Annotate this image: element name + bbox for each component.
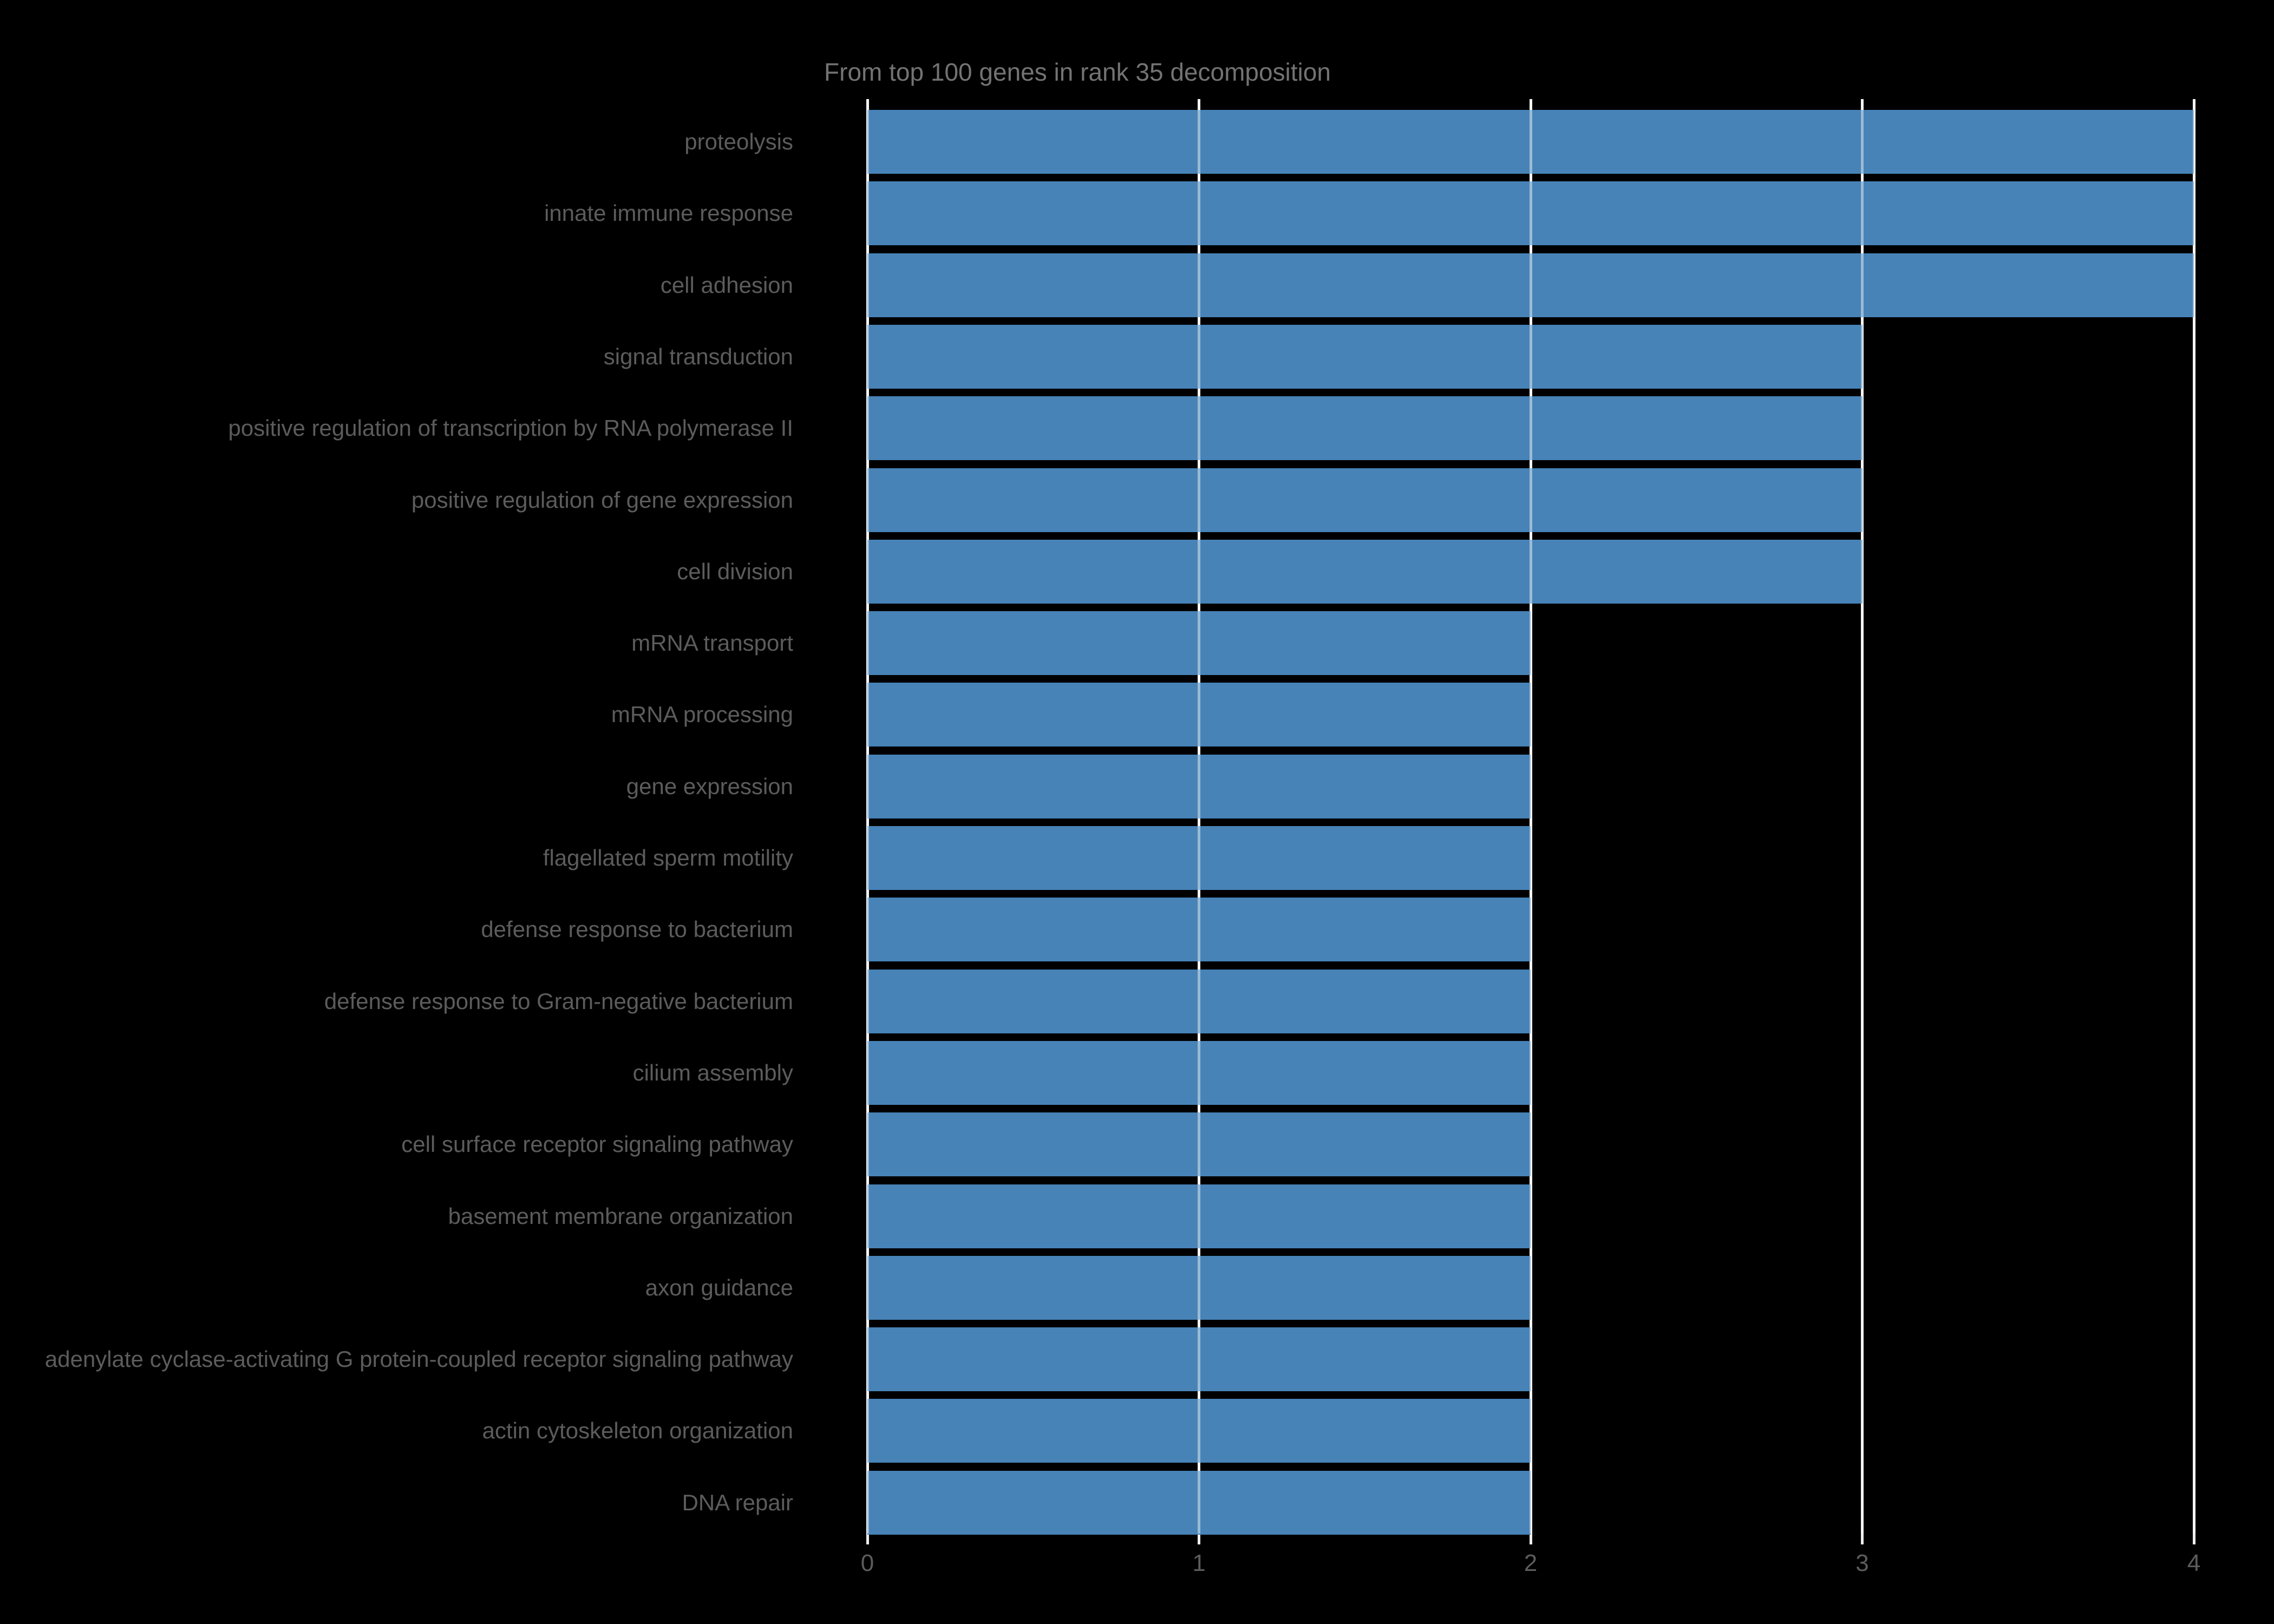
bar (867, 324, 1863, 389)
x-gridline-overlay (866, 99, 869, 1534)
x-gridline-overlay (2192, 99, 2195, 1534)
x-gridline-overlay (1198, 99, 1200, 1534)
category-label: cilium assembly (632, 1059, 793, 1085)
x-gridline (1529, 99, 1532, 1544)
bar (867, 468, 1863, 532)
bar (867, 683, 1531, 747)
bar (867, 898, 1531, 962)
category-label: flagellated sperm motility (543, 845, 793, 870)
category-label: cell adhesion (660, 272, 793, 298)
x-tick-label: 3 (1855, 1550, 1869, 1576)
category-label: gene expression (626, 773, 793, 799)
bar (867, 1184, 1531, 1248)
bar (867, 1399, 1531, 1463)
category-label: mRNA processing (611, 702, 793, 728)
x-tick-label: 1 (1192, 1550, 1206, 1576)
x-tick-label: 4 (2187, 1550, 2201, 1576)
x-gridline (2192, 99, 2195, 1544)
x-gridline (866, 99, 869, 1544)
chart-title: From top 100 genes in rank 35 decomposit… (824, 58, 1331, 86)
bar (867, 1040, 1531, 1105)
category-label: axon guidance (645, 1274, 793, 1300)
category-label: proteolysis (684, 129, 793, 154)
category-label: DNA repair (682, 1489, 793, 1515)
category-label: signal transduction (603, 343, 793, 369)
bar (867, 539, 1863, 604)
category-label: positive regulation of transcription by … (228, 415, 794, 441)
bar (867, 396, 1863, 461)
bar (867, 1470, 1531, 1535)
bar (867, 754, 1531, 818)
category-label: adenylate cyclase-activating G protein-c… (44, 1346, 793, 1372)
category-label: cell division (677, 558, 793, 584)
category-label: innate immune response (544, 200, 793, 226)
bar (867, 110, 2194, 174)
bar (867, 826, 1531, 890)
category-label: actin cytoskeleton organization (482, 1418, 793, 1444)
x-gridline-overlay (1529, 99, 1532, 1534)
category-label: defense response to Gram-negative bacter… (324, 988, 793, 1014)
x-tick-label: 2 (1524, 1550, 1538, 1576)
bar (867, 969, 1531, 1033)
bar (867, 181, 2194, 246)
category-label: basement membrane organization (448, 1203, 793, 1229)
bar (867, 1112, 1531, 1177)
bar (867, 253, 2194, 317)
x-tick-label: 0 (860, 1550, 874, 1576)
bar (867, 1327, 1531, 1392)
category-label: mRNA transport (631, 630, 793, 656)
category-label: positive regulation of gene expression (411, 487, 793, 513)
x-gridline (1861, 99, 1864, 1544)
x-gridline (1198, 99, 1200, 1544)
category-label: defense response to bacterium (481, 916, 793, 942)
bar (867, 1255, 1531, 1320)
category-label: cell surface receptor signaling pathway (401, 1131, 793, 1157)
bar (867, 611, 1531, 676)
x-gridline-overlay (1861, 99, 1864, 1534)
